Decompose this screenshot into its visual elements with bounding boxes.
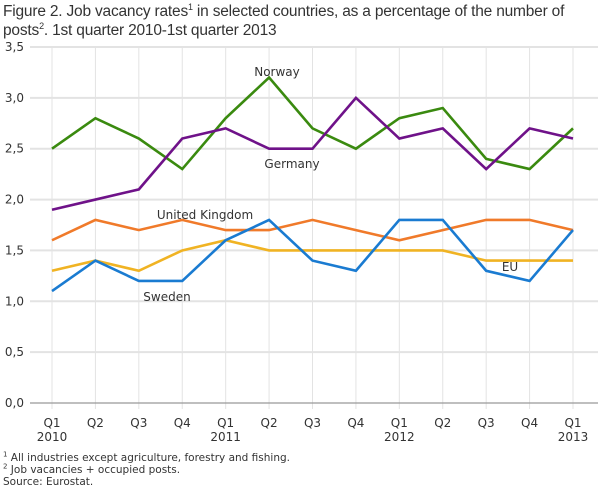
- x-tick-label: Q2: [261, 416, 278, 430]
- x-tick-label: 2010: [37, 430, 68, 444]
- footnote-2: 2 Job vacancies + occupied posts.: [3, 462, 181, 476]
- x-tick-label: Q2: [87, 416, 104, 430]
- chart-title: Figure 2. Job vacancy rates1 in selected…: [3, 1, 565, 39]
- x-tick-label: Q4: [174, 416, 191, 430]
- series-label: Norway: [254, 65, 300, 79]
- y-tick-label: 3,0: [5, 91, 24, 105]
- series-label: Germany: [264, 157, 319, 171]
- y-tick-label: 3,5: [5, 40, 24, 54]
- footnote-1: 1 All industries except agriculture, for…: [3, 450, 290, 464]
- x-tick-label: Q3: [478, 416, 495, 430]
- series-label: EU: [502, 260, 518, 274]
- y-tick-label: 0,5: [5, 345, 24, 359]
- source-note: Source: Eurostat.: [3, 476, 94, 488]
- y-tick-label: 1,5: [5, 243, 24, 257]
- x-tick-label: 2011: [210, 430, 241, 444]
- footnotes: 1 All industries except agriculture, for…: [3, 450, 290, 488]
- x-tick-label: Q4: [347, 416, 364, 430]
- x-tick-label: Q1: [564, 416, 581, 430]
- x-tick-label: Q1: [217, 416, 234, 430]
- x-tick-label: Q4: [521, 416, 538, 430]
- y-tick-label: 2,0: [5, 193, 24, 207]
- x-tick-label: Q2: [434, 416, 451, 430]
- x-tick-label: Q3: [130, 416, 147, 430]
- series-label: Sweden: [143, 290, 190, 304]
- y-tick-label: 1,0: [5, 294, 24, 308]
- x-tick-label: Q1: [43, 416, 60, 430]
- x-tick-label: 2012: [384, 430, 415, 444]
- x-tick-label: Q3: [304, 416, 321, 430]
- x-tick-label: Q1: [391, 416, 408, 430]
- y-tick-label: 2,5: [5, 142, 24, 156]
- series-label: United Kingdom: [157, 208, 253, 222]
- y-tick-label: 0,0: [5, 396, 24, 410]
- x-tick-label: 2013: [558, 430, 589, 444]
